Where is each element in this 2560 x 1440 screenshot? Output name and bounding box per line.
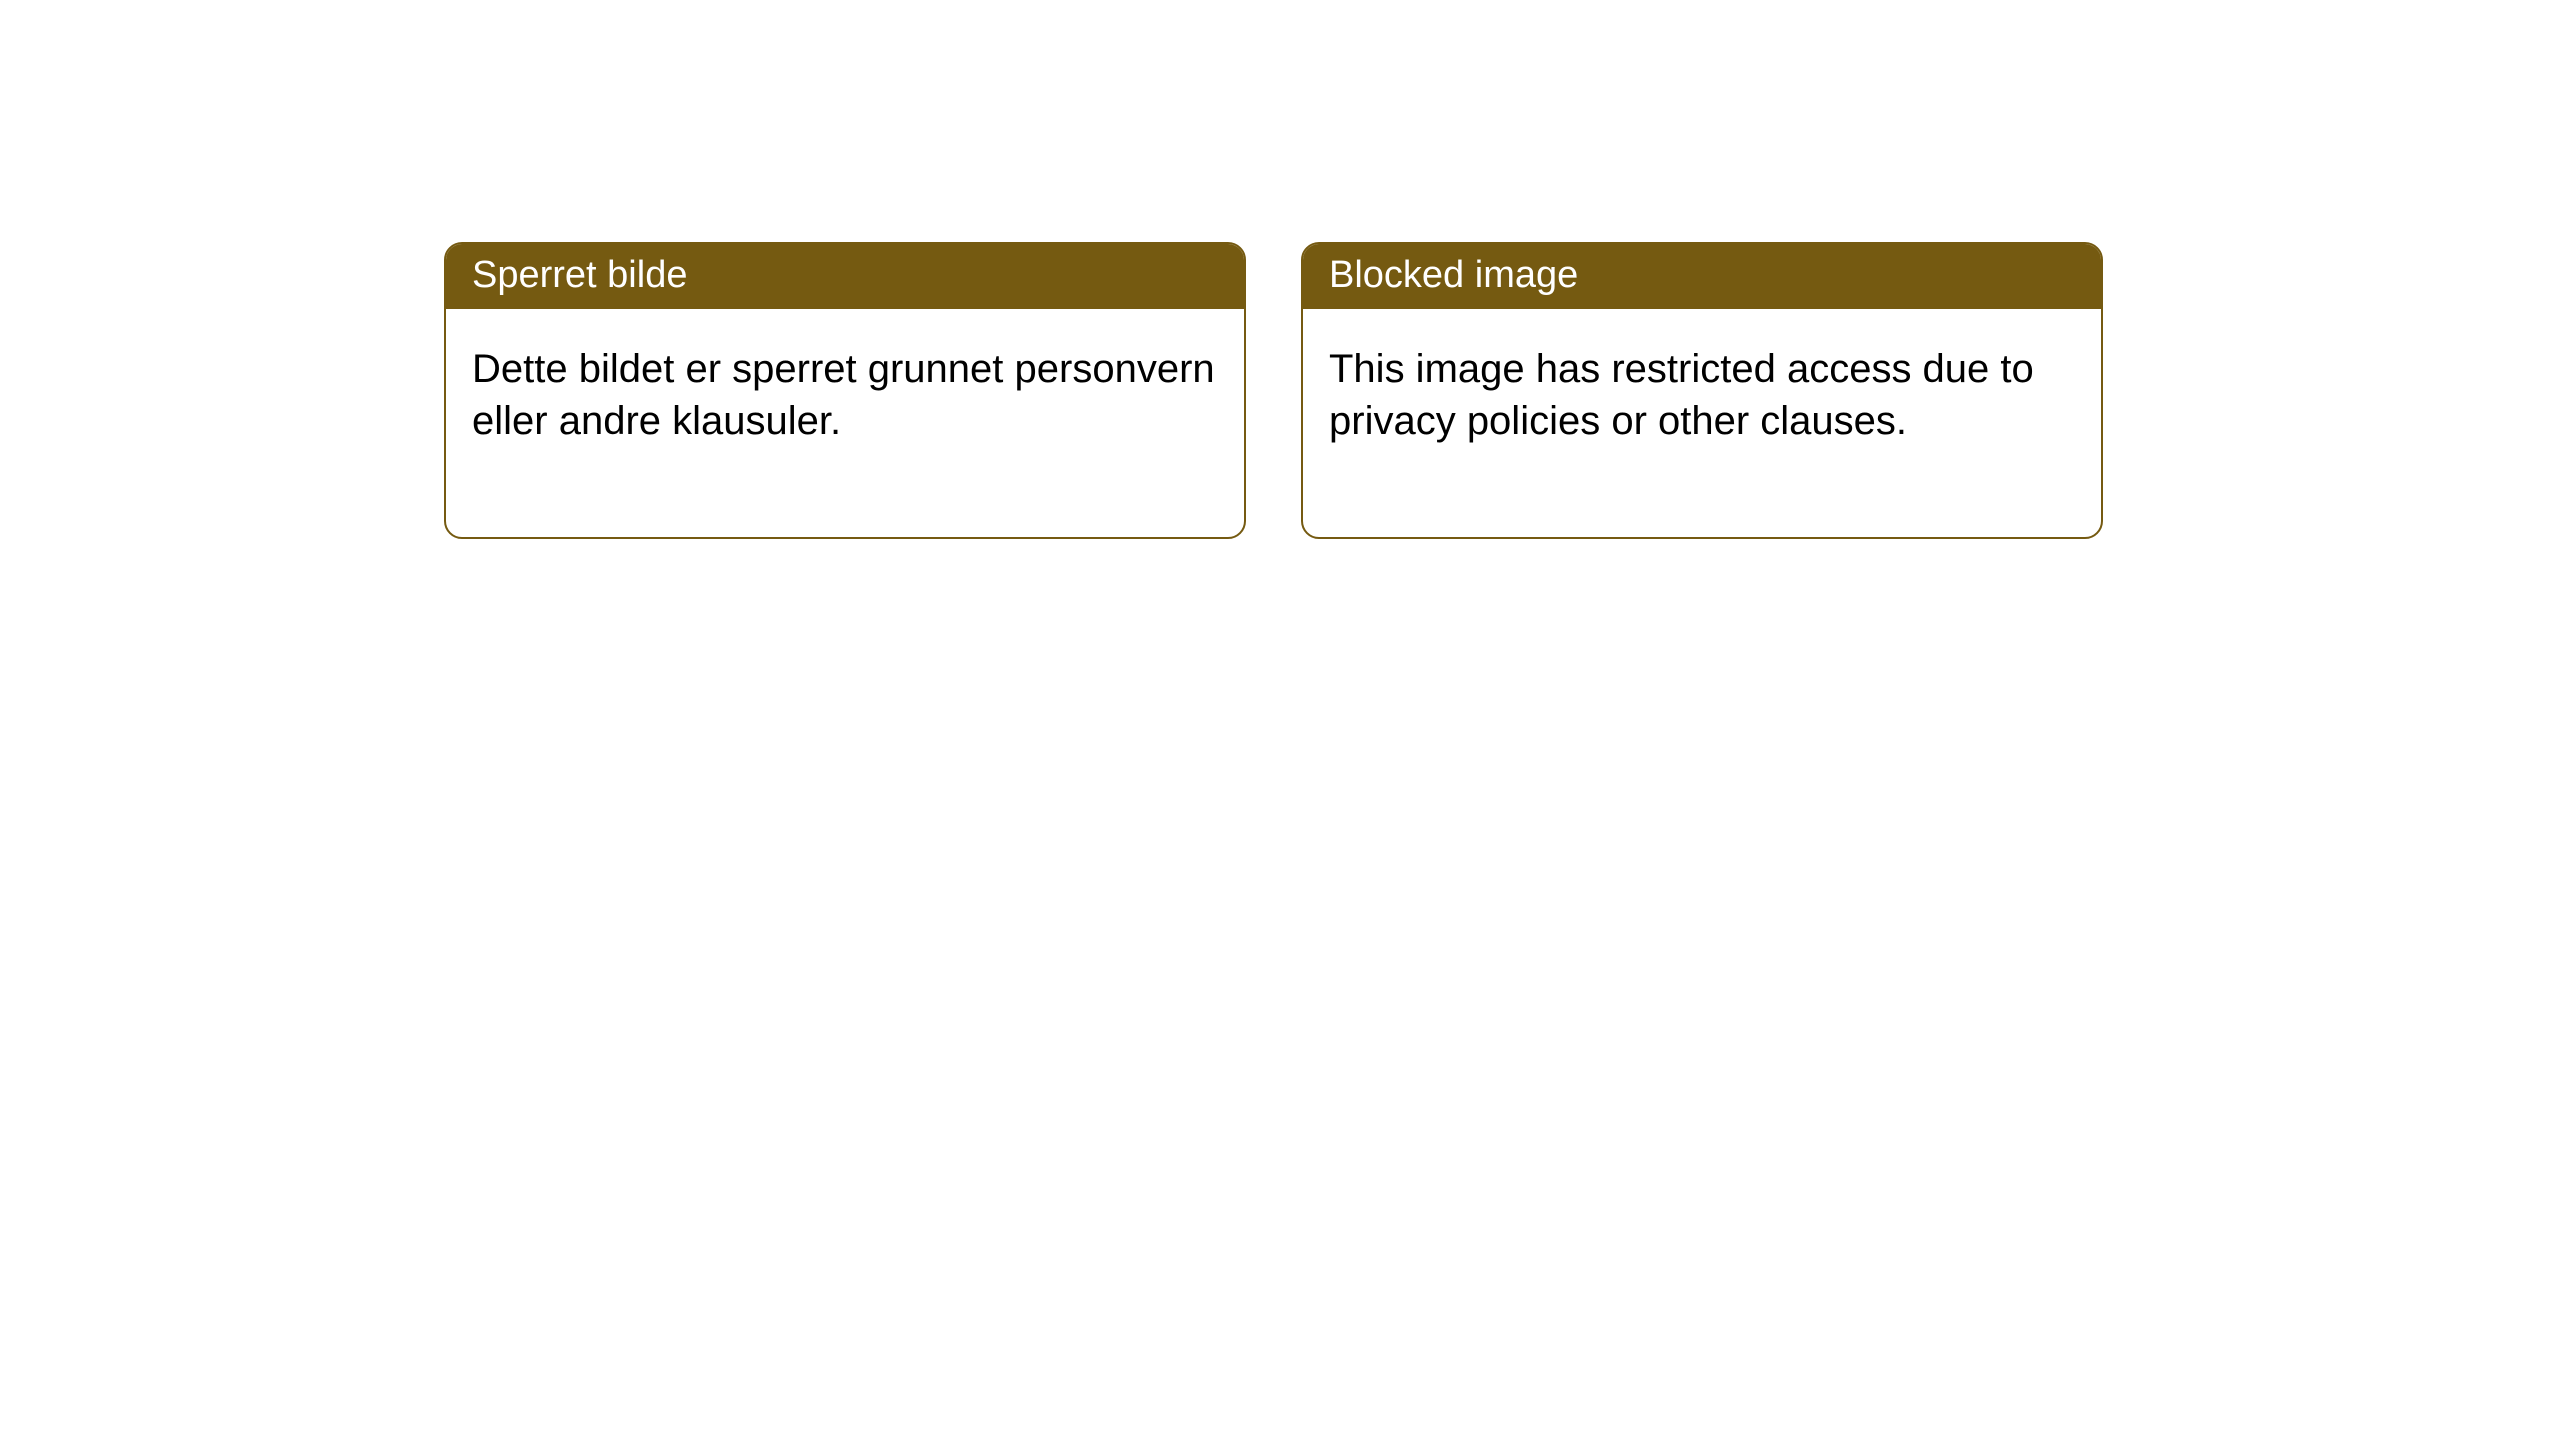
notice-message: Dette bildet er sperret grunnet personve… xyxy=(472,347,1215,443)
notice-title: Blocked image xyxy=(1329,254,1578,296)
notice-header: Sperret bilde xyxy=(446,244,1244,309)
notice-container: Sperret bilde Dette bildet er sperret gr… xyxy=(0,0,2560,539)
notice-card-english: Blocked image This image has restricted … xyxy=(1301,242,2103,539)
notice-message: This image has restricted access due to … xyxy=(1329,347,2034,443)
notice-header: Blocked image xyxy=(1303,244,2101,309)
notice-body: This image has restricted access due to … xyxy=(1303,309,2101,537)
notice-body: Dette bildet er sperret grunnet personve… xyxy=(446,309,1244,537)
notice-title: Sperret bilde xyxy=(472,254,687,296)
notice-card-norwegian: Sperret bilde Dette bildet er sperret gr… xyxy=(444,242,1246,539)
